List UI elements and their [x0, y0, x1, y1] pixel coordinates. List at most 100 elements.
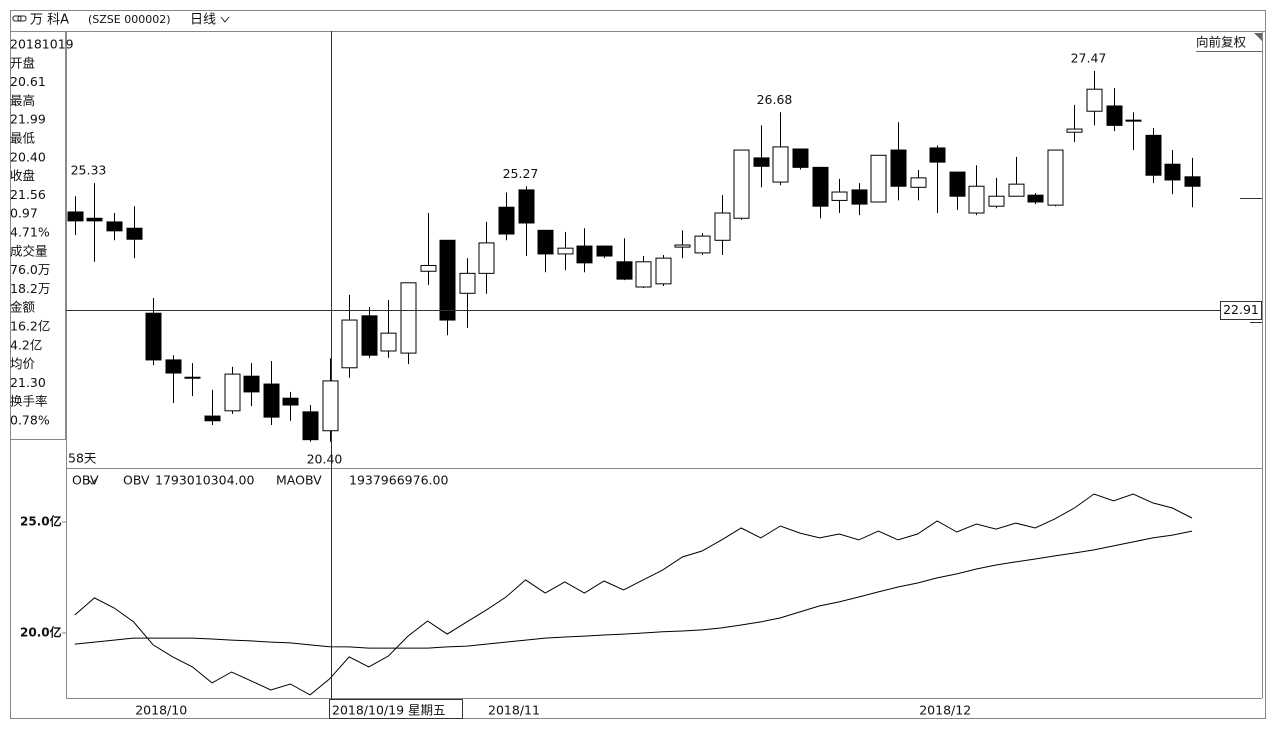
legend-readout: 1937966976.00	[349, 473, 448, 488]
stock-name: 万 科A	[30, 13, 69, 28]
candle-body	[498, 206, 515, 235]
candle-body	[224, 373, 241, 412]
candle-body	[243, 375, 260, 393]
info-item: 76.0万	[10, 262, 50, 277]
candle-body	[1066, 128, 1083, 133]
candle-body	[988, 195, 1005, 207]
period-selector[interactable]: 日线	[190, 13, 216, 28]
candle-body	[929, 147, 946, 163]
legend-name: MAOBV	[276, 473, 322, 488]
crosshair-date-box	[329, 699, 463, 719]
candle-body	[1164, 163, 1181, 181]
candle-body	[792, 148, 809, 168]
adjust-mode[interactable]: 向前复权	[1196, 35, 1247, 50]
candle-body	[1086, 88, 1103, 112]
candle-body	[165, 359, 182, 374]
candle-body	[341, 319, 358, 369]
info-item: 21.30	[10, 375, 46, 390]
candle-body	[949, 171, 966, 197]
period-chevron[interactable]	[220, 16, 230, 23]
candle-body	[596, 245, 613, 257]
candle-body	[616, 261, 633, 280]
info-item: 0.97	[10, 206, 38, 221]
crosshair-price: 22.91	[1223, 302, 1259, 317]
candle-body	[537, 229, 554, 255]
indicator-chevron[interactable]	[87, 478, 97, 485]
candle-body	[1008, 183, 1025, 197]
candle-body	[282, 397, 299, 406]
price-box	[1220, 301, 1262, 320]
info-item: 0.78%	[10, 413, 50, 428]
link-icon	[12, 15, 27, 22]
y-tick-label: 25.0亿	[20, 513, 62, 528]
candle-body	[1184, 176, 1201, 187]
candle-body	[263, 383, 280, 418]
candle-body	[204, 415, 221, 422]
candle-body	[67, 211, 84, 222]
info-item: 金额	[10, 300, 36, 315]
candle-body	[400, 282, 417, 354]
info-item: 最低	[10, 131, 36, 146]
candle-body	[694, 235, 711, 254]
info-item: 21.56	[10, 187, 46, 202]
high-label: 25.33	[71, 163, 107, 178]
candle-body	[518, 189, 535, 224]
info-item: 21.99	[10, 112, 46, 127]
candle-body	[576, 245, 593, 264]
corner-marker	[1254, 33, 1262, 41]
candle-body	[674, 244, 691, 248]
candle-body	[1027, 194, 1044, 203]
candle-body	[812, 166, 829, 207]
window-border	[10, 10, 1266, 719]
indicator-line	[74, 493, 1193, 696]
candle-body	[86, 217, 103, 222]
candle-body	[1145, 134, 1162, 176]
candle-body	[478, 242, 495, 274]
candle-body	[459, 272, 476, 294]
info-item: 4.71%	[10, 225, 50, 240]
info-item: 成交量	[10, 243, 48, 258]
high-label: 26.68	[757, 92, 793, 107]
candle-body	[126, 227, 143, 240]
x-tick-label: 2018/11	[488, 703, 540, 718]
candle-body	[753, 157, 770, 167]
candle-body	[714, 212, 731, 241]
candle-body	[733, 149, 750, 219]
candle-body	[302, 411, 319, 441]
info-item: 最高	[10, 93, 35, 108]
info-item: 20181019	[10, 37, 74, 52]
candle-body	[380, 332, 397, 352]
info-panel-box	[10, 31, 66, 440]
candle-body	[1047, 149, 1064, 206]
candle-body	[655, 257, 672, 285]
info-item: 换手率	[10, 394, 48, 409]
candle-body	[910, 177, 927, 188]
x-tick-label: 2018/10	[135, 703, 187, 718]
stock-code: (SZSE 000002)	[88, 13, 171, 26]
info-item: 收盘	[10, 168, 35, 183]
candle-body	[635, 261, 652, 288]
candle-body	[831, 191, 848, 201]
info-item: 20.40	[10, 149, 46, 164]
high-label: 25.27	[503, 166, 539, 181]
legend-name: OBV	[123, 473, 150, 488]
candle-body	[106, 221, 123, 232]
candle-body	[439, 239, 456, 321]
indicator-line	[74, 530, 1193, 649]
candle-body	[322, 380, 339, 432]
indicator-name: OBV	[72, 473, 99, 488]
candle-body	[420, 264, 437, 272]
candle-body	[1106, 105, 1123, 126]
info-item: 20.61	[10, 74, 46, 89]
info-item: 16.2亿	[10, 319, 50, 334]
low-label: 20.40	[307, 451, 343, 466]
day-count: 58天	[68, 451, 97, 466]
info-item: 18.2万	[10, 281, 50, 296]
candle-body	[557, 247, 574, 255]
candle-body	[145, 312, 162, 361]
legend-readout: 1793010304.00	[155, 473, 254, 488]
candle-body	[1125, 119, 1142, 122]
info-item: 4.2亿	[10, 337, 42, 352]
